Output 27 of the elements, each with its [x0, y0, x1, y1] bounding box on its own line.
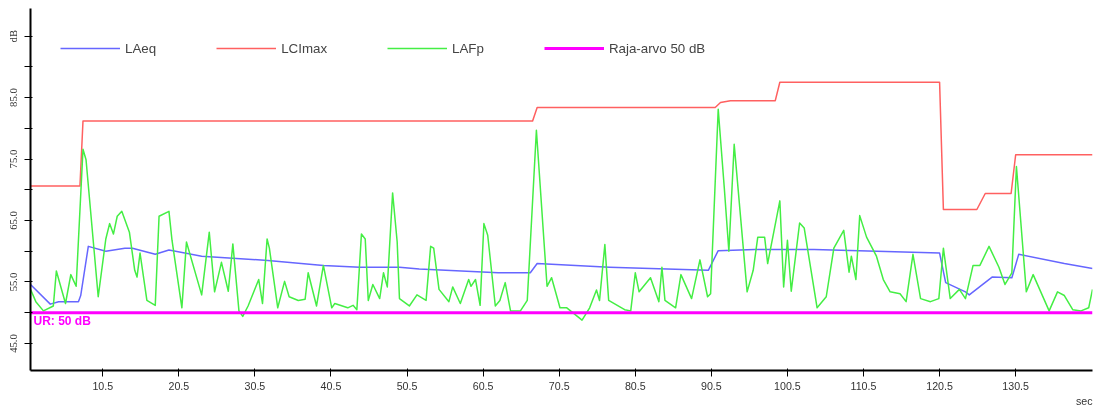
x-tick-label: 120.5 [926, 379, 953, 392]
y-tick-label: 85.0 [8, 88, 20, 107]
x-tick-label: 80.5 [624, 379, 646, 392]
x-tick-label: 100.5 [774, 379, 801, 392]
line-series [30, 81, 1093, 211]
y-tick-label: 65.0 [8, 211, 20, 230]
x-tick-label: 90.5 [701, 379, 722, 392]
x-tick-label: 30.5 [244, 379, 266, 392]
x-tick-label: 20.5 [168, 379, 190, 392]
legend-label: LAFp [452, 40, 484, 56]
x-tick-label: 70.5 [548, 379, 570, 392]
y-tick-label: dB [8, 29, 20, 43]
x-tick-label: 10.5 [92, 379, 114, 392]
legend-label: LAeq [125, 40, 157, 56]
y-tick-label: 45.0 [8, 334, 20, 353]
x-tick-label: 40.5 [320, 379, 342, 392]
legend-label: Raja-arvo 50 dB [608, 40, 706, 56]
annotation: UR: 50 dB [33, 313, 92, 328]
x-tick-label: 50.5 [396, 379, 418, 392]
y-tick-label: 75.0 [8, 149, 20, 169]
legend-label: LCImax [281, 40, 328, 56]
y-tick-label: 55.0 [8, 272, 20, 292]
x-axis-title: sec [1075, 394, 1094, 407]
x-tick-label: 130.5 [1002, 379, 1030, 392]
x-tick-label: 110.5 [850, 379, 877, 392]
line-series [30, 245, 1093, 305]
x-tick-label: 60.5 [472, 379, 494, 392]
